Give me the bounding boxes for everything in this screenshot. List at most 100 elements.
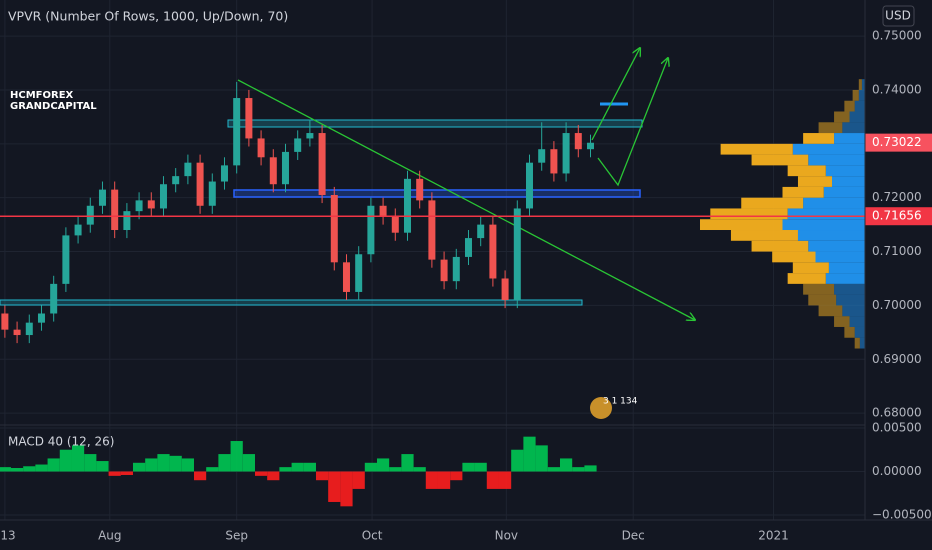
histogram-bar — [511, 449, 524, 472]
trendline — [237, 79, 695, 320]
candle-body — [294, 138, 302, 152]
histogram-bar — [462, 462, 475, 472]
histogram-bar — [364, 462, 377, 472]
vp-up — [823, 186, 865, 198]
histogram-bar — [425, 471, 438, 489]
vp-up — [854, 326, 865, 338]
candle-body — [135, 200, 143, 212]
vp-up — [828, 262, 865, 274]
vp-up — [815, 251, 865, 263]
candle-body — [98, 189, 106, 206]
histogram-bar — [328, 471, 341, 502]
badge-icon[interactable] — [590, 397, 612, 419]
candle-body — [50, 283, 58, 314]
candle-body — [74, 224, 82, 236]
vp-down — [700, 219, 783, 231]
candle-body — [172, 176, 180, 185]
candle-body — [25, 322, 33, 336]
histogram-bar — [376, 458, 390, 472]
histogram-bar — [10, 468, 24, 472]
drawings — [0, 48, 695, 320]
watermark: GRANDCAPITAL — [10, 101, 97, 112]
vp-down — [858, 79, 862, 90]
resistance-zone — [227, 119, 643, 128]
candle-body — [501, 278, 509, 301]
currency-box[interactable] — [882, 5, 915, 27]
vp-down — [844, 100, 855, 112]
x-tick-label: Sep — [225, 529, 248, 543]
candle-body — [318, 133, 326, 195]
histogram-bar — [547, 467, 560, 472]
labels: 0.750000.740000.730000.720000.710000.700… — [0, 29, 932, 543]
vp-down — [818, 122, 843, 134]
x-tick-label: Nov — [495, 529, 518, 543]
y-tick-label: 0.00500 — [872, 420, 922, 434]
histogram-bar — [206, 467, 219, 472]
candle-body — [147, 200, 155, 209]
vp-up — [808, 240, 865, 252]
vp-up — [803, 197, 865, 209]
candle-body — [123, 211, 131, 231]
x-tick-label: Aug — [98, 529, 121, 543]
candle-body — [196, 162, 204, 206]
y-tick-label: 0.68000 — [872, 406, 922, 420]
y-tick-label: 0.00000 — [872, 464, 922, 478]
histogram-bar — [84, 454, 97, 472]
candle-body — [489, 224, 497, 279]
y-tick-label: 0.71000 — [872, 244, 922, 258]
indicator-title: VPVR (Number Of Rows, 1000, Up/Down, 70) — [8, 9, 288, 24]
histogram-bar — [218, 454, 231, 472]
histogram-bar — [389, 467, 402, 472]
histogram-bar — [450, 471, 463, 481]
candle-body — [269, 157, 277, 185]
vp-up — [842, 122, 865, 134]
vp-down — [720, 143, 793, 155]
y-tick-label: −0.00500 — [872, 508, 932, 522]
vp-down — [803, 133, 835, 144]
histogram-bar — [193, 471, 207, 481]
histogram-bar — [47, 458, 60, 472]
macd-title: MACD 40 (12, 26) — [8, 435, 114, 449]
candle-body — [208, 181, 216, 206]
candle-body — [306, 133, 314, 139]
candle-body — [257, 138, 265, 158]
candle-body — [525, 162, 533, 209]
histogram-bar — [23, 466, 36, 472]
vp-down — [787, 273, 826, 284]
x-tick-label: Dec — [622, 529, 645, 543]
histogram-bar — [474, 462, 487, 472]
volume-profile — [700, 79, 865, 349]
histogram-bar — [523, 436, 536, 472]
vp-up — [854, 100, 865, 112]
support-zone — [233, 189, 641, 198]
histogram-bar — [584, 465, 597, 472]
price-label-bg — [865, 207, 932, 226]
x-tick-label: 13 — [0, 529, 15, 543]
histogram-bar — [279, 467, 292, 472]
candle-body — [403, 178, 411, 233]
marks — [0, 81, 865, 507]
histogram-bar — [181, 458, 194, 472]
badge[interactable]: 3 1 134 — [603, 397, 638, 407]
candle-body — [440, 259, 448, 282]
vp-down — [730, 230, 798, 241]
candle-body — [220, 165, 228, 182]
candle-body — [416, 178, 424, 201]
candle-body — [428, 200, 436, 260]
histogram-bar — [96, 461, 109, 472]
vp-up — [834, 283, 865, 295]
histogram-bar — [145, 458, 158, 472]
candle-body — [342, 262, 350, 292]
vp-down — [818, 305, 843, 317]
vp-down — [792, 262, 829, 274]
candle-body — [62, 235, 70, 284]
candle-body — [586, 142, 594, 150]
vp-down — [852, 89, 859, 101]
currency[interactable]: USD — [885, 9, 911, 23]
vp-down — [782, 186, 824, 198]
histogram-bar — [267, 471, 280, 481]
vp-down — [710, 208, 788, 220]
histogram-bar — [559, 458, 573, 472]
